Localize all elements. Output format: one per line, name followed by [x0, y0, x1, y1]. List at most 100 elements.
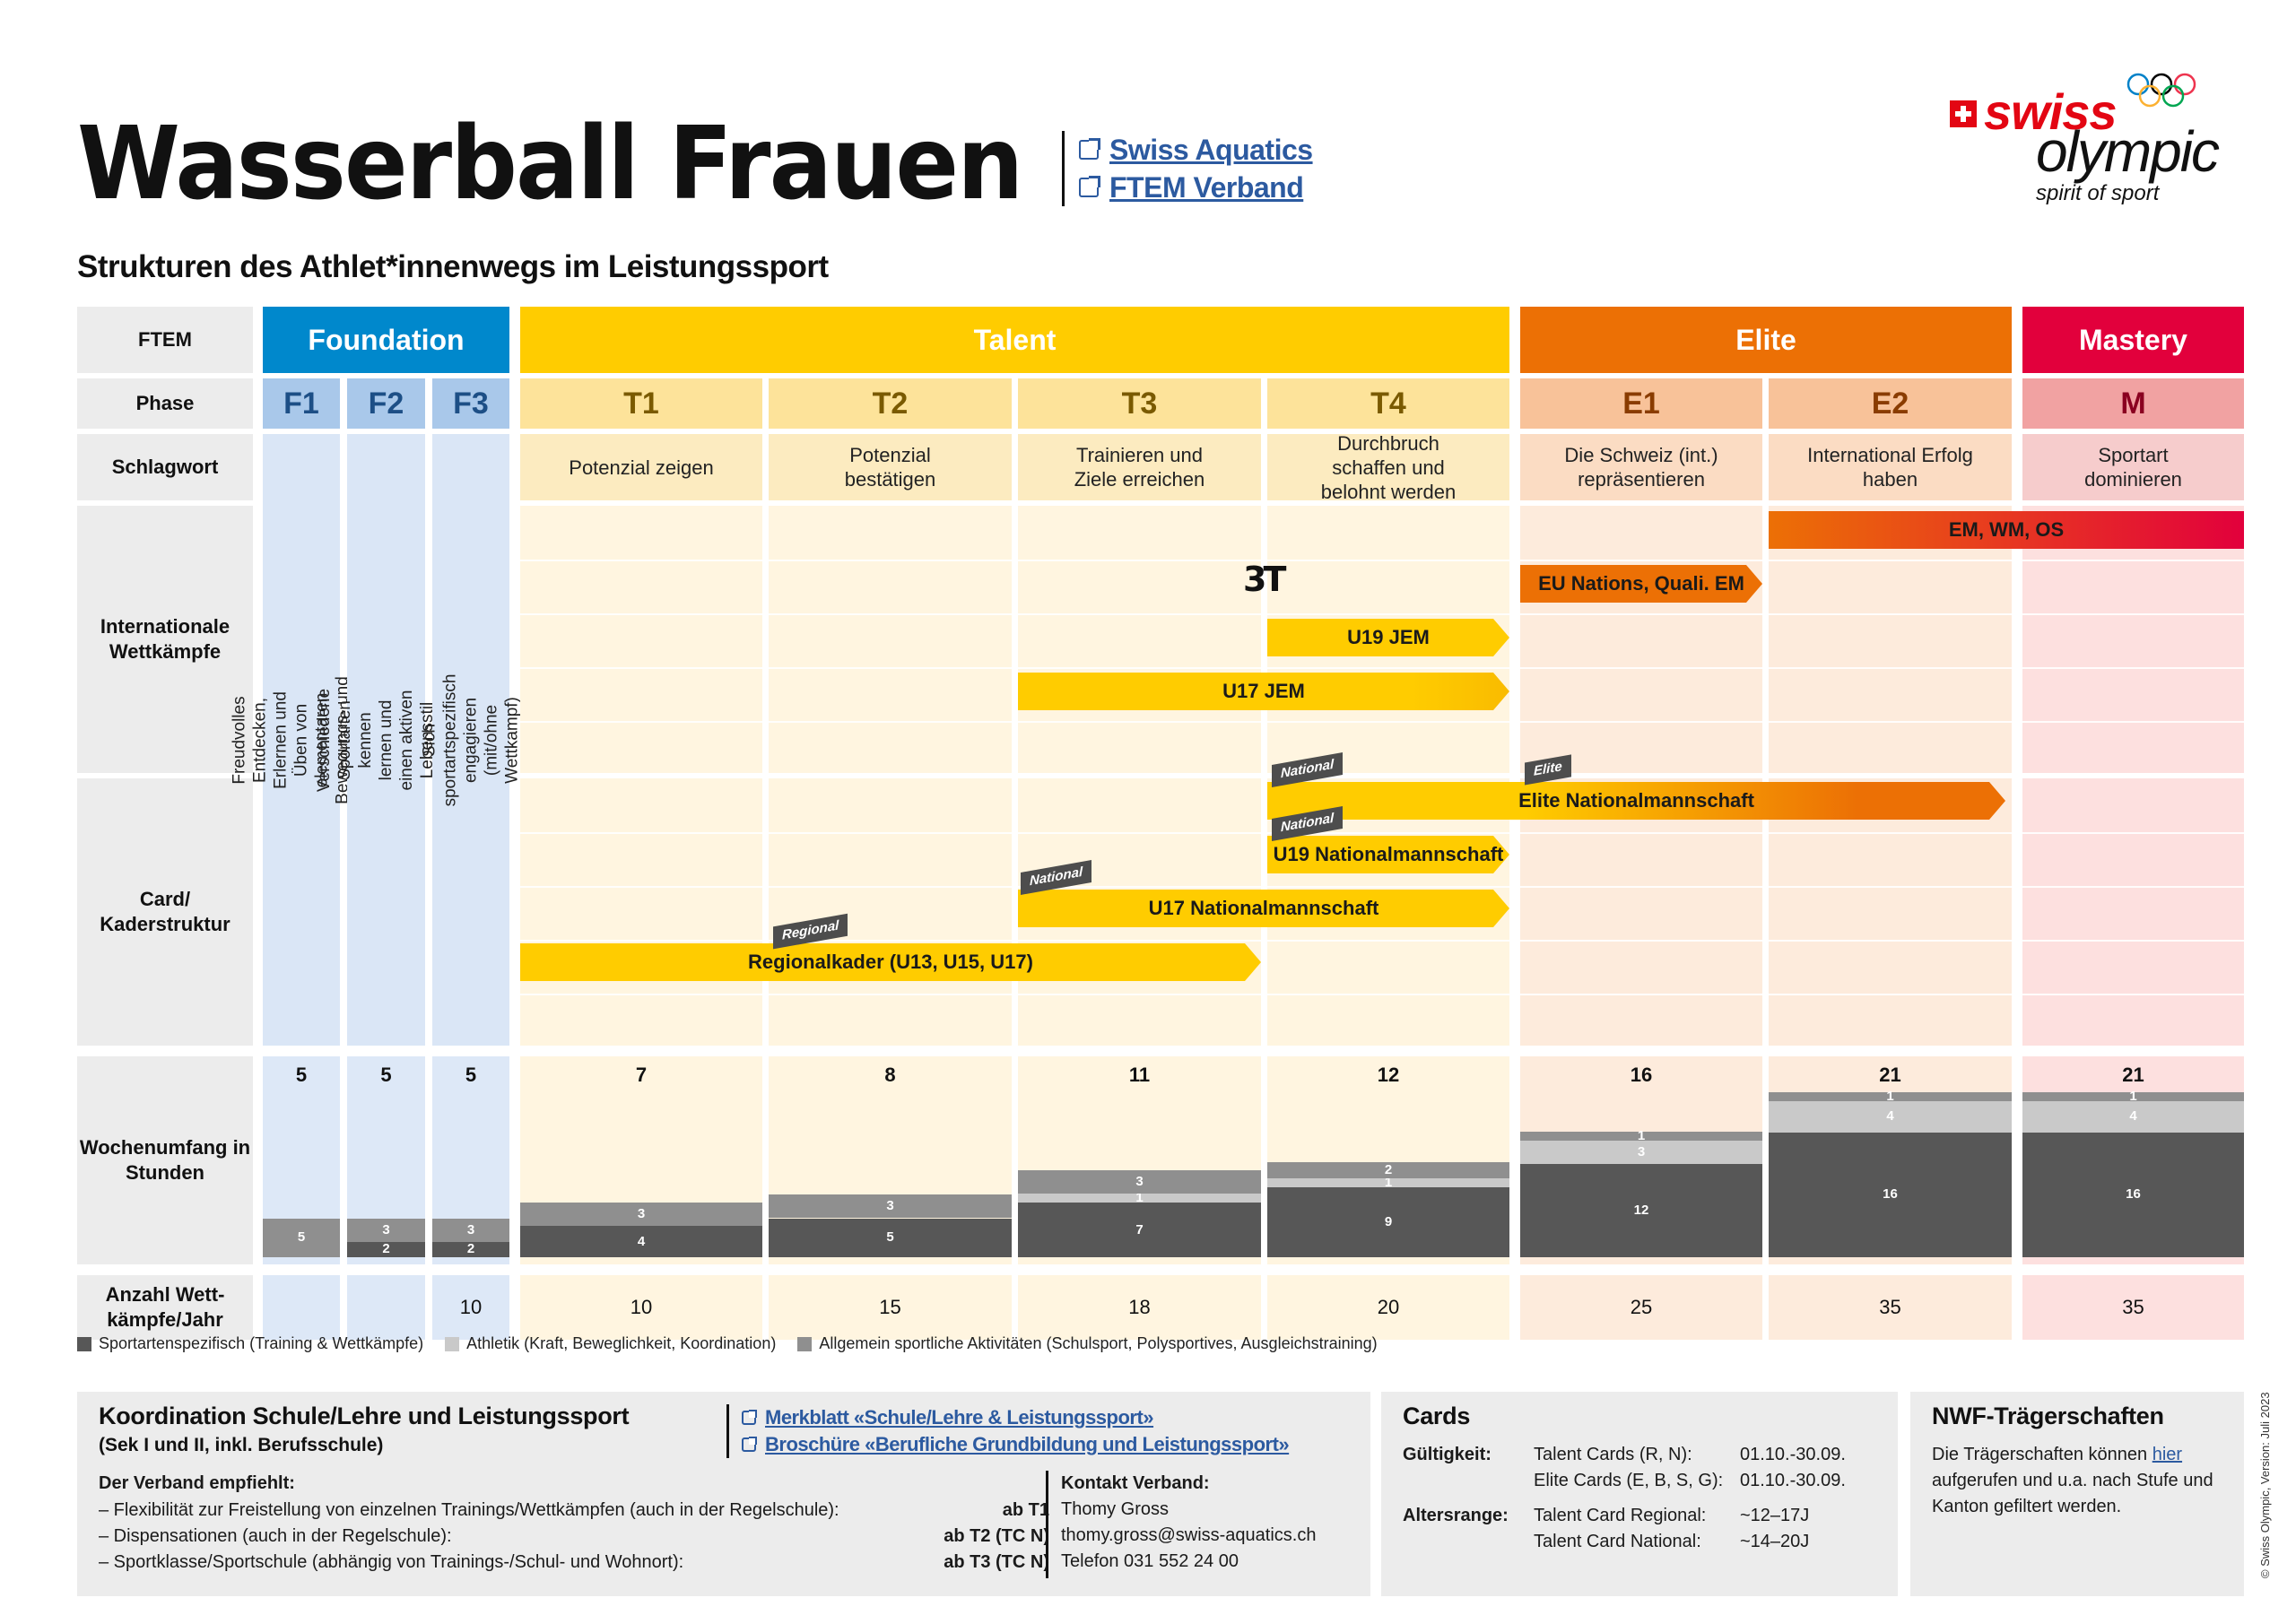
legend-swatch: [77, 1336, 91, 1351]
competitions-cell: 10: [520, 1275, 762, 1340]
recommend-item: – Dispensationen (auch in der Regelschul…: [99, 1524, 1049, 1550]
row-label-card: Card/ Kaderstruktur: [77, 778, 253, 1046]
bar-segment-athletic: 1: [1018, 1191, 1261, 1204]
volume-total: 21: [1879, 1064, 1901, 1086]
contact-email[interactable]: thomy.gross@swiss-aquatics.ch: [1061, 1525, 1317, 1545]
legend-label: Athletik (Kraft, Beweglichkeit, Koordina…: [466, 1334, 777, 1352]
grid-line: [1018, 667, 1261, 669]
grid-line: [1769, 886, 2012, 888]
competitions-cell: 25: [1520, 1275, 1762, 1340]
logo-tagline: spirit of sport: [2036, 181, 2160, 205]
card-validity: 01.10.-30.09.: [1740, 1471, 1846, 1490]
grid-line: [2022, 667, 2244, 669]
phase-t2: T2: [769, 378, 1012, 429]
cards-box: Cards Gültigkeit: Talent Cards (R, N): E…: [1381, 1392, 1898, 1596]
grid-line: [1520, 721, 1762, 723]
card-age-range: ~12–17J: [1740, 1506, 1810, 1525]
bar-segment-specific: 4: [520, 1226, 762, 1257]
logo-swiss-text: swiss: [1984, 83, 2118, 140]
age-label: Altersrange:: [1403, 1506, 1509, 1525]
grid-line: [1267, 994, 1509, 995]
bar-segment-general: 3: [1018, 1170, 1261, 1194]
card-type: Elite Cards (E, B, S, G):: [1534, 1471, 1724, 1490]
row-label-schlagwort: Schlagwort: [77, 434, 253, 500]
international-cell: [769, 506, 1012, 773]
international-cell: [1769, 506, 2012, 773]
ftem-mastery: Mastery: [2022, 307, 2244, 373]
nwf-text-part: aufgerufen und u.a. nach Stufe und Kanto…: [1932, 1471, 2213, 1516]
competitions-cell: 18: [1018, 1275, 1261, 1340]
nwf-box: NWF-Trägerschaften Die Trägerschaften kö…: [1910, 1392, 2244, 1596]
merkblatt-link[interactable]: Merkblatt «Schule/Lehre & Leistungssport…: [742, 1404, 1289, 1431]
card-validity: 01.10.-30.09.: [1740, 1445, 1846, 1464]
bar-segment-general: 1: [1769, 1090, 2012, 1103]
card-type: Talent Card Regional:: [1534, 1506, 1707, 1525]
international-cell: [2022, 506, 2244, 773]
grid-line: [1520, 940, 1762, 942]
grid-line: [1018, 832, 1261, 834]
recommend-text: – Sportklasse/Sportschule (abhängig von …: [99, 1552, 684, 1572]
grid-line: [2022, 613, 2244, 615]
bar-segment-general: 1: [1520, 1129, 1762, 1142]
link-label: Broschüre «Berufliche Grundbildung und L…: [765, 1433, 1290, 1455]
bar-segment-athletic: 3: [1520, 1140, 1762, 1164]
nwf-text: Die Trägerschaften können hier aufgerufe…: [1932, 1442, 2228, 1520]
validity-names: Talent Cards (R, N): Elite Cards (E, B, …: [1534, 1442, 1723, 1494]
grid-line: [520, 940, 762, 942]
page-subtitle: Strukturen des Athlet*innenwegs im Leist…: [77, 249, 829, 284]
bar-segment-specific: 16: [1769, 1132, 2012, 1257]
volume-total: 21: [2122, 1064, 2144, 1086]
grid-line: [1267, 667, 1509, 669]
bar-segment-general: 1: [2022, 1090, 2244, 1103]
phase-f2: F2: [347, 378, 425, 429]
legend-item: Allgemein sportliche Aktivitäten (Schuls…: [797, 1334, 1378, 1353]
phase-t4: T4: [1267, 378, 1509, 429]
contact-name: Thomy Gross: [1061, 1499, 1170, 1519]
broschuere-link[interactable]: Broschüre «Berufliche Grundbildung und L…: [742, 1431, 1290, 1458]
grid-line: [769, 560, 1012, 561]
contact-title: Kontakt Verband:: [1061, 1473, 1210, 1493]
bar-segment-general: 3: [432, 1218, 509, 1242]
external-link-icon: [742, 1410, 757, 1425]
swiss-aquatics-link[interactable]: Swiss Aquatics: [1079, 131, 1313, 169]
schlagwort-cell: International Erfolg haben: [1769, 434, 2012, 500]
bar-segment-specific: 12: [1520, 1163, 1762, 1257]
recommend-level: ab T1: [1002, 1500, 1049, 1520]
grid-line: [2022, 832, 2244, 834]
grid-line: [1520, 613, 1762, 615]
grid-line: [1018, 721, 1261, 723]
ftem-elite: Elite: [1520, 307, 2012, 373]
grid-line: [769, 994, 1012, 995]
grid-line: [520, 832, 762, 834]
arrow-eu-nations: EU Nations, Quali. EM: [1520, 565, 1762, 603]
arrow-regionalkader: Regionalkader (U13, U15, U17): [520, 943, 1261, 981]
recommend-text: – Flexibilität zur Freistellung von einz…: [99, 1500, 839, 1520]
arrow-u19-jem: U19 JEM: [1267, 619, 1509, 656]
grid-line: [1018, 560, 1261, 561]
recommend-item: – Sportklasse/Sportschule (abhängig von …: [99, 1550, 1049, 1576]
card-cell: [769, 778, 1012, 1046]
grid-line: [520, 613, 762, 615]
grid-line: [769, 940, 1012, 942]
grid-line: [1520, 560, 1762, 561]
arrow-u17-nationalmannschaft: U17 Nationalmannschaft: [1018, 890, 1509, 927]
header-links: Swiss Aquatics FTEM Verband: [1062, 131, 1313, 206]
grid-line: [769, 613, 1012, 615]
bar-segment-specific: 9: [1267, 1186, 1509, 1257]
grid-line: [1769, 832, 2012, 834]
ftem-foundation: Foundation: [263, 307, 509, 373]
grid-line: [769, 721, 1012, 723]
nwf-hier-link[interactable]: hier: [2152, 1445, 2183, 1464]
card-cell: [1520, 778, 1762, 1046]
school-links: Merkblatt «Schule/Lehre & Leistungssport…: [726, 1404, 1290, 1458]
volume-total: 16: [1630, 1064, 1653, 1086]
ftem-verband-link[interactable]: FTEM Verband: [1079, 169, 1313, 206]
grid-line: [1769, 667, 2012, 669]
grid-line: [1018, 940, 1261, 942]
competitions-cell: [347, 1275, 425, 1340]
schlagwort-vertical: Verschiedene Sportarten kennen lernen un…: [315, 434, 457, 1046]
contact-phone: Telefon 031 552 24 00: [1061, 1551, 1239, 1571]
swiss-olympic-logo: swiss olympic spirit of sport: [1946, 72, 2233, 215]
grid-line: [1267, 832, 1509, 834]
grid-line: [1267, 560, 1509, 561]
